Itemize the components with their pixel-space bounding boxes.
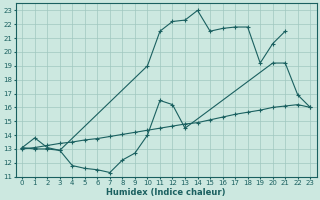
X-axis label: Humidex (Indice chaleur): Humidex (Indice chaleur) [107, 188, 226, 197]
